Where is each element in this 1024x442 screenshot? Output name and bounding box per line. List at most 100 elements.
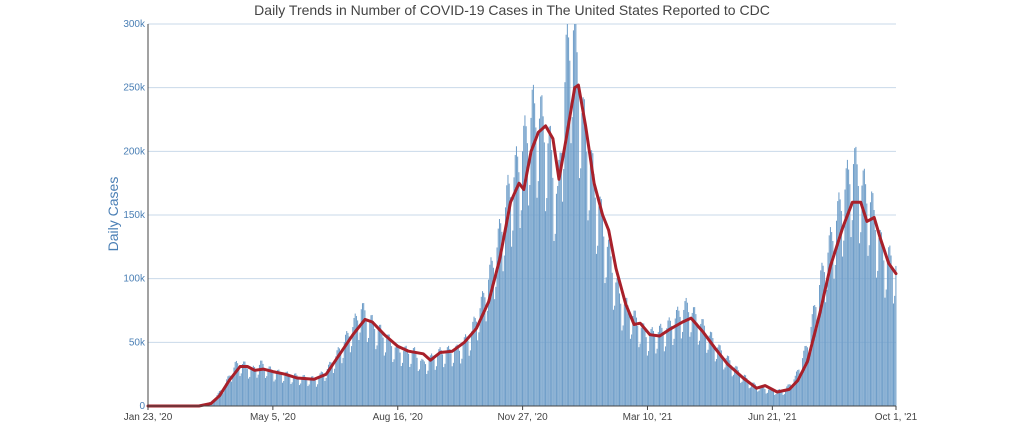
daily-case-bar	[231, 381, 233, 406]
daily-case-bar	[673, 338, 675, 406]
daily-case-bar	[477, 340, 479, 406]
daily-case-bar	[580, 168, 582, 406]
daily-case-bar	[747, 381, 749, 406]
daily-case-bar	[717, 347, 719, 406]
daily-case-bar	[732, 374, 734, 406]
daily-case-bar	[876, 277, 878, 406]
daily-case-bar	[804, 346, 806, 406]
daily-case-bar	[791, 388, 793, 406]
daily-case-bar	[714, 361, 716, 406]
daily-case-bar	[393, 359, 395, 406]
daily-case-bar	[690, 332, 692, 406]
daily-case-bar	[610, 256, 612, 406]
y-tick-label: 100k	[123, 274, 146, 285]
daily-case-bar	[496, 247, 498, 406]
daily-case-bar	[418, 369, 420, 406]
daily-case-bar	[308, 384, 310, 406]
daily-case-bar	[891, 268, 893, 406]
daily-case-bar	[397, 344, 399, 406]
daily-case-bar	[748, 388, 750, 406]
daily-case-bar	[374, 328, 376, 406]
daily-case-bar	[366, 342, 368, 406]
daily-case-bar	[895, 265, 897, 406]
daily-case-bar	[505, 207, 507, 406]
daily-case-bar	[227, 376, 229, 406]
daily-case-bar	[421, 358, 423, 406]
daily-case-bar	[816, 327, 818, 406]
daily-case-bar	[507, 174, 509, 406]
daily-case-bar	[745, 375, 747, 406]
daily-case-bar	[774, 395, 776, 406]
daily-case-bar	[382, 337, 384, 406]
daily-case-bar	[518, 172, 520, 406]
y-tick-label: 50k	[129, 337, 146, 348]
daily-case-bar	[258, 364, 260, 406]
daily-case-bar	[281, 382, 283, 406]
daily-case-bar	[216, 395, 218, 406]
daily-case-bar	[566, 24, 568, 406]
daily-case-bar	[576, 52, 578, 406]
daily-case-bar	[763, 387, 765, 406]
daily-case-bar	[598, 206, 600, 406]
daily-case-bar	[466, 336, 468, 406]
daily-case-bar	[722, 355, 724, 406]
daily-case-bar	[585, 123, 587, 407]
daily-case-bar	[611, 272, 613, 406]
daily-case-bar	[707, 349, 709, 406]
daily-case-bar	[645, 337, 647, 406]
daily-case-bar	[283, 380, 285, 406]
daily-case-bar	[428, 359, 430, 406]
daily-case-bar	[215, 398, 217, 406]
x-tick-label: Jan 23, '20	[124, 412, 173, 423]
daily-case-bar	[440, 350, 442, 406]
daily-case-bar	[329, 361, 331, 406]
daily-case-bar	[644, 329, 646, 406]
daily-case-bar	[401, 362, 404, 406]
daily-case-bar	[740, 382, 742, 406]
daily-case-bar	[307, 386, 309, 406]
daily-case-bar	[500, 223, 502, 406]
daily-case-bar	[515, 146, 517, 407]
daily-case-bar	[553, 240, 555, 406]
daily-case-bar	[683, 309, 685, 406]
daily-case-bar	[454, 350, 456, 406]
daily-case-bar	[633, 310, 635, 406]
daily-case-bar	[323, 373, 325, 406]
daily-case-bar	[398, 347, 400, 406]
daily-case-bar	[377, 329, 379, 406]
daily-case-bar	[386, 338, 388, 406]
daily-case-bar	[320, 371, 322, 406]
daily-case-bar	[503, 255, 505, 406]
daily-case-bar	[512, 230, 514, 406]
daily-case-bar	[741, 381, 743, 406]
daily-case-bar	[448, 345, 450, 406]
daily-case-bar	[632, 315, 634, 406]
daily-case-bar	[292, 375, 294, 406]
daily-case-bar	[678, 310, 680, 406]
daily-case-bar	[819, 285, 821, 406]
daily-case-bar	[238, 366, 240, 406]
daily-case-bar	[886, 257, 888, 406]
daily-case-bar	[589, 162, 591, 406]
daily-case-bar	[608, 239, 610, 406]
daily-case-bar	[340, 350, 342, 406]
daily-case-bar	[508, 183, 510, 406]
daily-case-bar	[294, 373, 296, 406]
daily-case-bar	[555, 193, 557, 406]
daily-case-bar	[736, 366, 738, 406]
daily-case-bar	[416, 357, 418, 406]
daily-case-bar	[877, 270, 879, 406]
daily-case-bar	[642, 323, 644, 406]
y-tick-label: 250k	[123, 83, 146, 94]
daily-case-bar	[574, 24, 576, 406]
daily-case-bar	[376, 345, 378, 406]
daily-case-bar	[244, 361, 246, 406]
daily-case-bar	[389, 339, 391, 406]
daily-case-bar	[614, 305, 616, 406]
daily-case-bar	[760, 385, 762, 406]
daily-case-bar	[795, 371, 798, 406]
daily-case-bar	[474, 318, 476, 406]
daily-case-bar	[410, 363, 412, 406]
daily-case-bar	[643, 323, 645, 406]
